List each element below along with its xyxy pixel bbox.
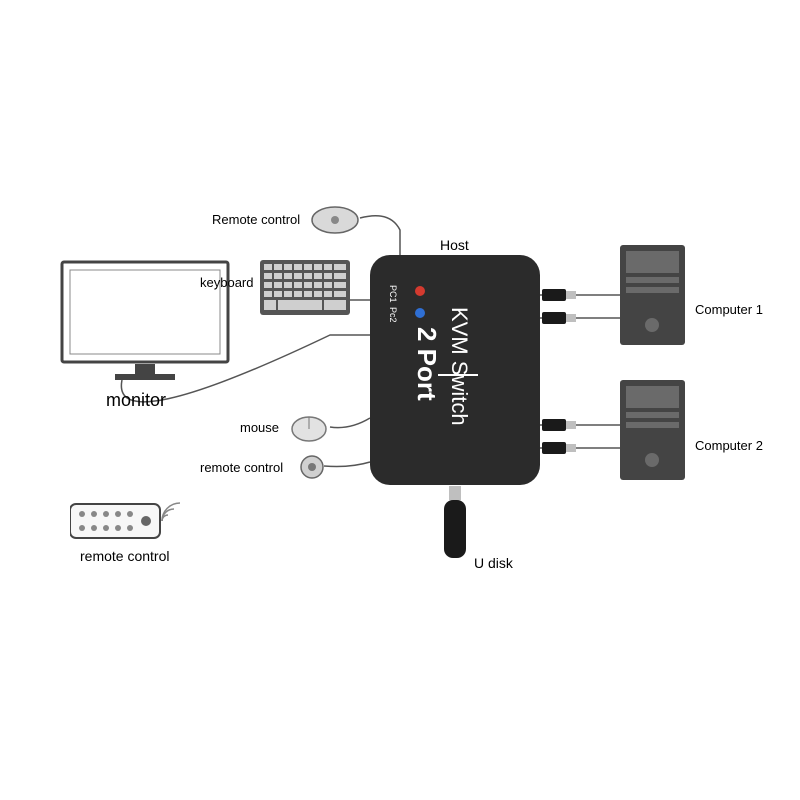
computer-2-label: Computer 2 [695,438,763,453]
u-disk-icon [442,486,468,575]
mouse-label: mouse [240,420,279,435]
monitor-label: monitor [106,390,166,411]
remote-device-icon [70,500,180,550]
host-led-pc1-label: PC1 [388,285,398,303]
remote-button-label: Remote control [212,212,300,227]
computer-1-label: Computer 1 [695,302,763,317]
u-disk-label: U disk [474,555,513,571]
host-led-pc2-label: Pc2 [388,307,398,323]
remote-port-label: remote control [200,460,283,475]
host-device: PC1 Pc2 2 Port KVM Switch [370,255,540,490]
keyboard-label: keyboard [200,275,253,290]
remote-device-label: remote control [80,548,169,564]
host-product-line-1: 2 Port [411,327,442,401]
kvm-diagram: PC1 Pc2 2 Port KVM Switch monitor rem [0,0,800,800]
keyboard-icon [260,260,350,320]
computer-1-icon [620,245,685,350]
remote-port-icon [300,455,324,484]
mouse-icon [290,414,328,449]
host-label: Host [440,237,469,253]
computer-2-icon [620,380,685,485]
remote-button-icon [310,205,360,240]
host-product-line-2: KVM Switch [446,307,472,426]
